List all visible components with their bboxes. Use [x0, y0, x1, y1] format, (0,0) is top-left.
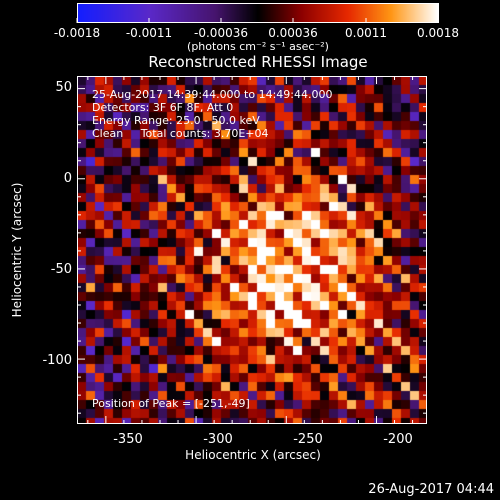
- x-axis-title: Heliocentric X (arcsec): [185, 448, 321, 462]
- x-tick-label: -350: [113, 432, 143, 447]
- timestamp: 26-Aug-2017 04:44: [368, 482, 494, 497]
- plot-frame: [77, 76, 427, 424]
- peak-position: Position of Peak = [-251,-49]: [92, 397, 250, 410]
- y-tick-label: 50: [55, 80, 72, 95]
- detectors-info: Detectors: 3F 6F 8F, Att 0: [92, 101, 234, 114]
- y-tick-label: -50: [50, 262, 72, 277]
- colorbar-units: (photons cm⁻² s⁻¹ asec⁻²): [187, 40, 329, 53]
- colorbar-label: 0.0011: [345, 26, 387, 40]
- x-tick-label: -200: [383, 432, 413, 447]
- y-axis-title: Heliocentric Y (arcsec): [10, 182, 24, 318]
- colorbar-label: -0.00036: [194, 26, 248, 40]
- colorbar-label: -0.0018: [53, 26, 101, 40]
- x-tick-label: -300: [203, 432, 233, 447]
- heatmap: [77, 76, 427, 424]
- clean-counts: Clean Total counts: 3.70E+04: [92, 127, 269, 140]
- image-title: Reconstructed RHESSI Image: [148, 53, 368, 71]
- colorbar: [77, 3, 439, 23]
- x-tick-label: -250: [293, 432, 323, 447]
- colorbar-label: 0.0018: [417, 26, 459, 40]
- y-tick-label: 0: [63, 171, 72, 186]
- energy-range: Energy Range: 25.0 - 50.0 keV: [92, 114, 260, 127]
- colorbar-label: 0.00036: [268, 26, 318, 40]
- rhessi-image: 25-Aug-2017 14:39:44.000 to 14:49:44.000…: [77, 76, 427, 424]
- y-tick-label: -100: [42, 353, 72, 368]
- colorbar-label: -0.0011: [125, 26, 173, 40]
- colorbar-ticks: [76, 18, 439, 23]
- time-range: 25-Aug-2017 14:39:44.000 to 14:49:44.000: [92, 88, 333, 101]
- axes-box: [77, 76, 427, 424]
